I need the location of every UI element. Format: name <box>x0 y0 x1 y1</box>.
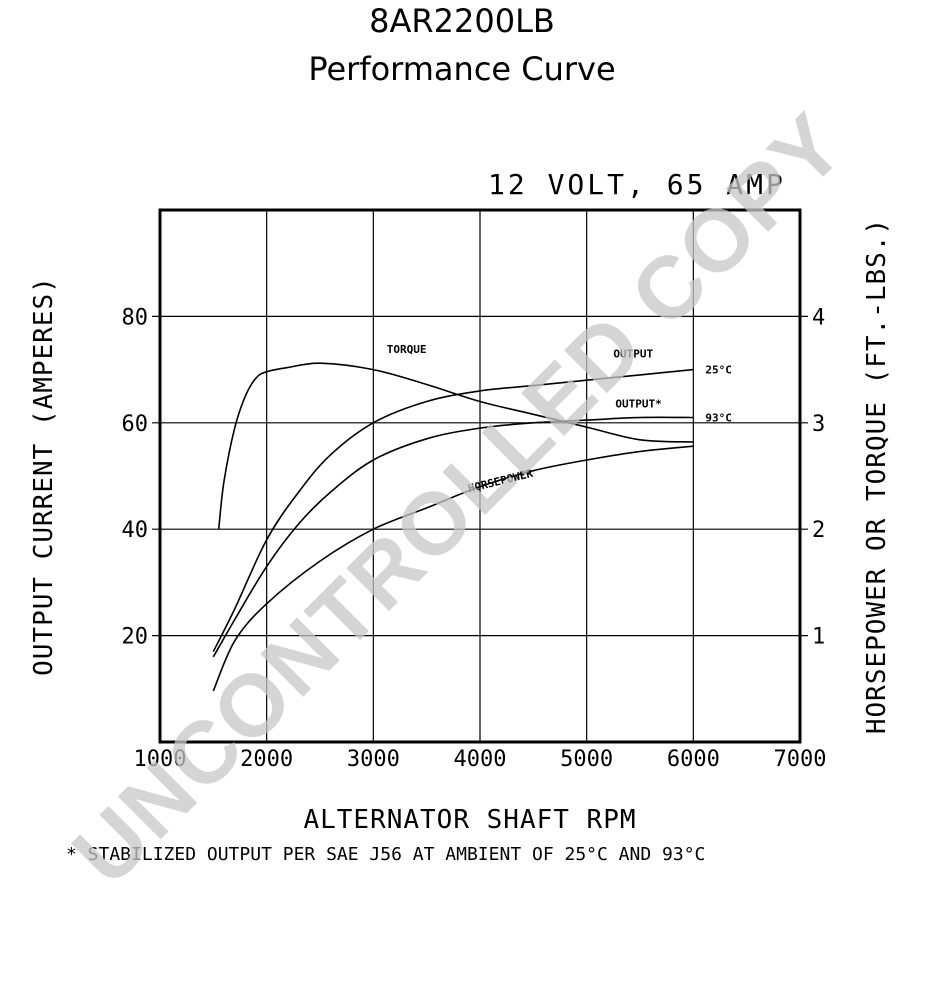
x-tick-label: 7000 <box>774 747 827 772</box>
watermark-stamp: UNCONTROLLED COPY <box>54 94 864 904</box>
chart-title: 8AR2200LB <box>369 2 555 40</box>
curves <box>212 362 694 692</box>
x-axis-label: ALTERNATOR SHAFT RPM <box>303 805 636 835</box>
curve-torque <box>217 362 694 530</box>
curve-output <box>212 368 694 652</box>
y-right-tick-label: 4 <box>812 305 825 330</box>
y-left-tick-label: 60 <box>122 412 149 437</box>
y-axis-right-label: HORSEPOWER OR TORQUE (FT.-LBS.) <box>862 218 892 734</box>
y-right-tick-label: 1 <box>812 625 825 650</box>
x-tick-label: 3000 <box>347 747 400 772</box>
chart-subtitle: Performance Curve <box>308 50 615 88</box>
y-left-tick-label: 20 <box>122 625 149 650</box>
x-tick-label: 2000 <box>240 747 293 772</box>
curve-output <box>212 416 694 658</box>
series-label-output: OUTPUT* <box>615 397 661 410</box>
grid <box>152 210 808 742</box>
curve-horsepower <box>212 445 694 692</box>
x-tick-label: 6000 <box>667 747 720 772</box>
footnote: * STABILIZED OUTPUT PER SAE J56 AT AMBIE… <box>66 844 705 865</box>
series-end-label-output: 93°C <box>705 411 732 424</box>
tick-labels: 1000 2000 3000 4000 5000 6000 7000 20 40 60 80 1 2 3 4 <box>122 305 827 772</box>
plot-frame <box>158 208 802 744</box>
series-label-torque: TORQUE <box>387 343 427 356</box>
x-tick-label: 1000 <box>134 747 187 772</box>
series-end-label-output: 25°C <box>705 364 732 377</box>
y-right-tick-label: 2 <box>812 518 825 543</box>
rating-label: 12 VOLT, 65 AMP <box>488 168 786 201</box>
x-tick-label: 4000 <box>454 747 507 772</box>
y-left-tick-label: 80 <box>122 305 149 330</box>
y-left-tick-label: 40 <box>122 518 149 543</box>
y-right-tick-label: 3 <box>812 412 825 437</box>
y-axis-left-label: OUTPUT CURRENT (AMPERES) <box>29 276 59 676</box>
x-tick-label: 5000 <box>560 747 613 772</box>
series-label-output: OUTPUT <box>613 348 653 361</box>
